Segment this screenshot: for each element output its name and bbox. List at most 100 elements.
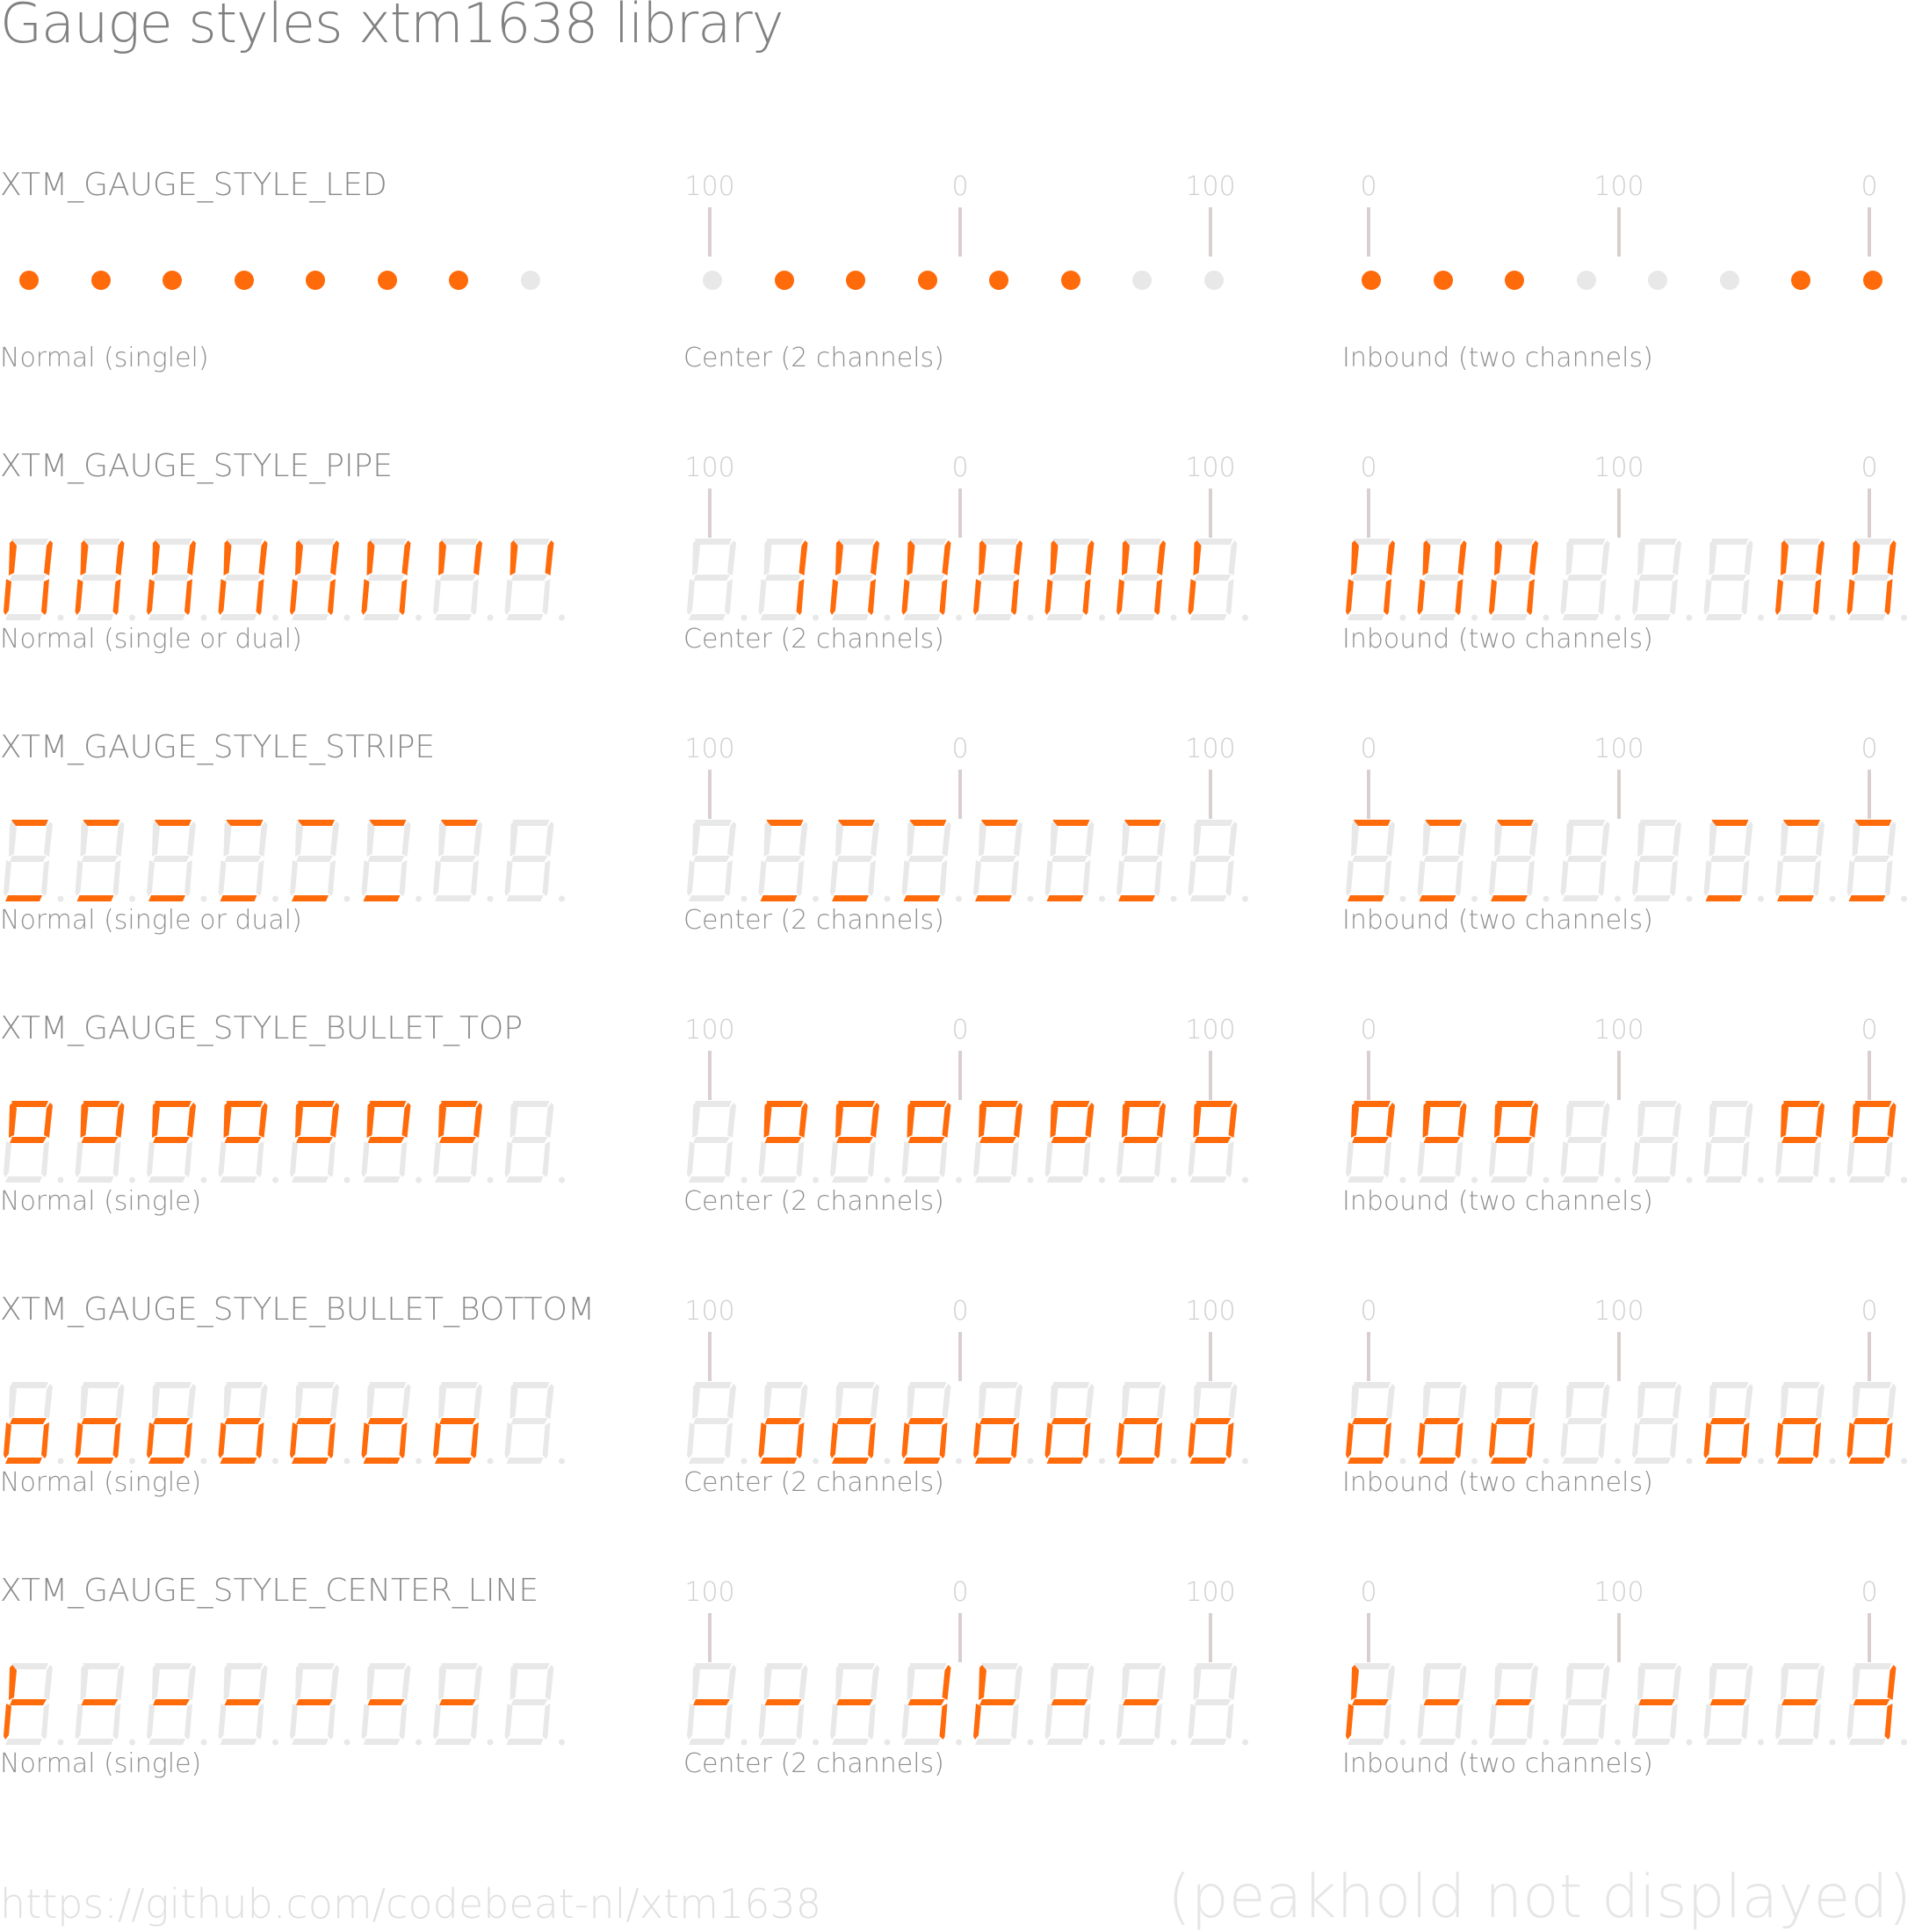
segment-e <box>433 860 441 896</box>
segment-e <box>147 1141 155 1177</box>
segment-f <box>835 1665 843 1700</box>
segment-b <box>115 1384 125 1419</box>
decimal-point <box>1471 614 1478 621</box>
decimal-point <box>884 895 891 902</box>
segment-f <box>1050 1384 1059 1419</box>
segment-e <box>1775 1422 1783 1458</box>
segment-f <box>1565 1384 1574 1419</box>
segment-g <box>1423 1418 1461 1424</box>
decimal-point <box>1686 1176 1693 1183</box>
decimal-point <box>741 1176 748 1183</box>
segment-b <box>942 540 951 575</box>
segment-d <box>1777 614 1814 620</box>
segment-g <box>1638 856 1675 862</box>
segment-f <box>1781 1103 1789 1138</box>
segment-a <box>1568 1663 1606 1669</box>
segment-d <box>292 614 329 620</box>
segment-f <box>1709 1665 1717 1700</box>
digit <box>1560 820 1621 902</box>
scale-tick <box>708 1332 712 1381</box>
decimal-point <box>1099 1458 1105 1465</box>
panel-caption: Center (2 channels) <box>683 624 944 655</box>
segment-b <box>545 1384 554 1419</box>
segment-a <box>838 1101 875 1107</box>
segment-g <box>224 856 262 862</box>
segment-e <box>1044 1422 1053 1458</box>
segment-f <box>1193 540 1202 575</box>
decimal-point <box>1615 614 1621 621</box>
segment-d <box>1419 1176 1456 1183</box>
segment-c <box>1813 579 1821 615</box>
segment-c <box>184 860 192 896</box>
segment-b <box>258 1384 268 1419</box>
digit <box>218 539 278 621</box>
segment-b <box>1744 1103 1753 1138</box>
segment-a <box>1425 1382 1463 1388</box>
decimal-point <box>741 895 748 902</box>
digit <box>1703 1382 1764 1465</box>
digit <box>147 539 207 621</box>
segment-d <box>1634 1458 1671 1464</box>
digit <box>433 820 494 902</box>
segment-e <box>1116 860 1124 896</box>
segment-f <box>692 1103 700 1138</box>
led-off <box>520 271 540 290</box>
digit <box>1188 1663 1248 1746</box>
decimal-point <box>1170 1176 1177 1183</box>
segment-f <box>438 821 446 857</box>
digit <box>218 1101 278 1183</box>
scale-label: 0 <box>1360 1296 1377 1327</box>
digit <box>830 539 891 621</box>
segment-d <box>5 1458 42 1464</box>
segment-b <box>1014 1384 1023 1419</box>
segment-c <box>1082 1422 1091 1458</box>
decimal-point <box>1471 895 1478 902</box>
segment-g <box>510 856 548 862</box>
decimal-point <box>1471 1739 1478 1746</box>
seven-segment-display <box>4 1382 565 1465</box>
scale-label: 100 <box>1593 1015 1644 1046</box>
segment-e <box>1346 1422 1354 1458</box>
peakhold-note: (peakhold not displayed) <box>1167 1863 1911 1932</box>
segment-c <box>1225 579 1234 615</box>
segment-c <box>542 579 551 615</box>
digit <box>1489 820 1550 902</box>
digit <box>290 1663 350 1746</box>
segment-f <box>223 1103 232 1138</box>
segment-g <box>764 1418 802 1424</box>
segment-a <box>1052 820 1090 826</box>
segment-d <box>832 1739 869 1745</box>
segment-b <box>115 1103 125 1138</box>
scale-tick <box>1868 1613 1871 1662</box>
segment-a <box>441 1382 478 1388</box>
segment-g <box>1194 575 1232 581</box>
digit <box>1846 1101 1907 1183</box>
digit <box>973 820 1034 902</box>
decimal-point <box>1758 614 1764 621</box>
segment-c <box>1225 860 1234 896</box>
led-on <box>1433 271 1453 290</box>
decimal-point <box>343 895 350 902</box>
decimal-point <box>884 1739 891 1746</box>
segment-a <box>83 1382 120 1388</box>
segment-a <box>1711 1382 1749 1388</box>
segment-d <box>220 1176 257 1183</box>
decimal-point <box>416 1176 422 1183</box>
segment-g <box>1194 1137 1232 1143</box>
segment-b <box>1673 821 1681 857</box>
segment-a <box>512 1382 550 1388</box>
decimal-point <box>57 895 64 902</box>
segment-f <box>1050 540 1059 575</box>
segment-b <box>187 1103 196 1138</box>
segment-a <box>1568 820 1606 826</box>
segment-c <box>1527 860 1535 896</box>
segment-d <box>1118 1458 1155 1464</box>
segment-c <box>256 1704 264 1740</box>
segment-b <box>1601 1384 1610 1419</box>
segment-b <box>1816 821 1825 857</box>
segment-c <box>1527 1141 1535 1177</box>
segment-b <box>1085 1384 1095 1419</box>
segment-a <box>155 1101 192 1107</box>
segment-b <box>1887 540 1897 575</box>
segment-d <box>76 614 114 620</box>
